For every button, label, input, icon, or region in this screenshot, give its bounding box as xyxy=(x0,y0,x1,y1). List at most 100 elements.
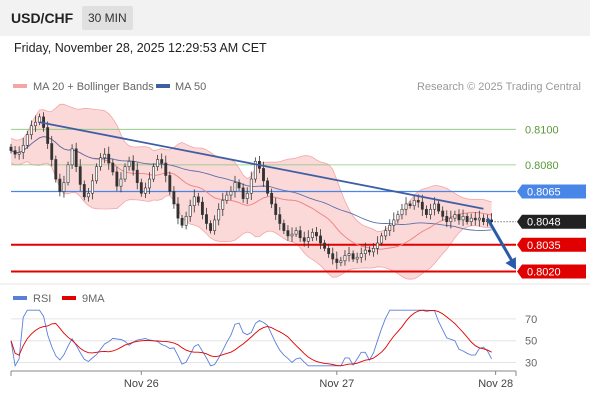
candle xyxy=(453,210,457,222)
candle xyxy=(13,146,17,159)
candle xyxy=(412,195,416,210)
candle xyxy=(437,200,441,214)
candle xyxy=(9,143,13,154)
x-tick-label: Nov 27 xyxy=(319,378,354,390)
candle xyxy=(148,172,151,195)
candle xyxy=(274,197,278,221)
rsi-line xyxy=(10,309,492,368)
candle xyxy=(119,172,123,193)
candle xyxy=(339,256,343,267)
trendline-group xyxy=(39,121,516,270)
candle xyxy=(25,130,29,149)
copyright-text: Research © 2025 Trading Central xyxy=(417,81,581,93)
candle xyxy=(188,199,192,222)
bollinger-lower xyxy=(10,161,492,280)
candle xyxy=(213,215,217,235)
level-label-0-8100: 0.8100 xyxy=(525,124,559,136)
candle xyxy=(335,251,339,270)
candle xyxy=(95,163,98,184)
candle xyxy=(99,153,103,171)
candle xyxy=(103,148,107,164)
legend-swatch-ma50 xyxy=(156,84,170,88)
rsi-tick-70: 70 xyxy=(525,314,537,326)
x-tick-label: Nov 28 xyxy=(478,378,513,390)
candle xyxy=(441,206,445,221)
level-label-0-8020: 0.8020 xyxy=(527,266,561,278)
candle xyxy=(347,246,351,262)
candle xyxy=(473,212,477,226)
trendline xyxy=(39,121,484,210)
rsi-tick-30: 30 xyxy=(525,358,537,370)
candle xyxy=(29,120,33,140)
candle xyxy=(70,144,74,170)
forecast-arrow-head xyxy=(505,257,516,270)
legend-swatch-rsi xyxy=(13,296,27,300)
candle xyxy=(131,155,135,176)
candle xyxy=(221,192,225,216)
candle xyxy=(457,209,461,225)
candle xyxy=(184,211,188,230)
level-labels: 0.8100 0.8080 0.8065 0.8048 0.8035 0.8020 xyxy=(517,124,586,279)
candle xyxy=(91,174,94,200)
candle xyxy=(351,250,355,262)
candle xyxy=(229,186,233,200)
rsi-ma-line xyxy=(10,309,492,367)
candle xyxy=(294,227,298,238)
candlesticks xyxy=(9,112,493,270)
candle xyxy=(302,231,306,247)
candle xyxy=(176,197,180,225)
candle xyxy=(172,186,176,209)
candle xyxy=(392,212,396,232)
level-label-0-8048: 0.8048 xyxy=(527,217,561,229)
candle xyxy=(34,115,37,132)
candle xyxy=(396,210,400,224)
level-label-0-8065: 0.8065 xyxy=(527,187,561,199)
candle xyxy=(196,192,200,206)
legend-swatch-9ma xyxy=(62,296,76,300)
candle xyxy=(168,171,172,196)
candle xyxy=(78,159,82,192)
x-axis: Nov 26 Nov 27 Nov 28 xyxy=(124,371,513,390)
candle xyxy=(21,137,25,160)
level-tag-0-8035 xyxy=(517,237,586,252)
candle xyxy=(143,182,147,199)
candle xyxy=(200,196,204,220)
candle xyxy=(310,228,314,242)
candle xyxy=(404,197,408,216)
candle xyxy=(331,247,335,265)
candle xyxy=(205,207,208,230)
candle xyxy=(433,197,436,216)
candle xyxy=(359,247,363,263)
timeframe-badge[interactable]: 30 MIN xyxy=(82,6,133,30)
candle xyxy=(225,191,229,204)
candle xyxy=(249,171,253,200)
candle xyxy=(420,194,424,216)
candle xyxy=(355,252,359,264)
candle xyxy=(323,239,327,252)
candle xyxy=(54,155,58,183)
candle xyxy=(192,189,196,213)
candle xyxy=(82,180,86,201)
candle xyxy=(233,175,237,198)
candle xyxy=(17,146,21,160)
candle xyxy=(253,157,257,183)
candle xyxy=(217,203,221,226)
candle xyxy=(429,203,432,220)
legend-swatch-bollinger xyxy=(13,84,27,88)
legend-label-bollinger: MA 20 + Bollinger Bands xyxy=(33,81,154,93)
candle xyxy=(241,183,245,203)
candle xyxy=(123,163,127,182)
symbol-title: USD/CHF xyxy=(11,10,74,26)
candle xyxy=(139,178,143,197)
candle xyxy=(384,225,388,241)
candle xyxy=(209,220,212,234)
candle xyxy=(156,154,160,171)
candle xyxy=(290,227,294,242)
level-label-0-8080: 0.8080 xyxy=(525,160,559,172)
candle xyxy=(298,225,302,242)
candle xyxy=(376,236,379,255)
candle xyxy=(343,250,347,266)
candle xyxy=(66,161,70,186)
rsi-tick-50: 50 xyxy=(525,336,537,348)
